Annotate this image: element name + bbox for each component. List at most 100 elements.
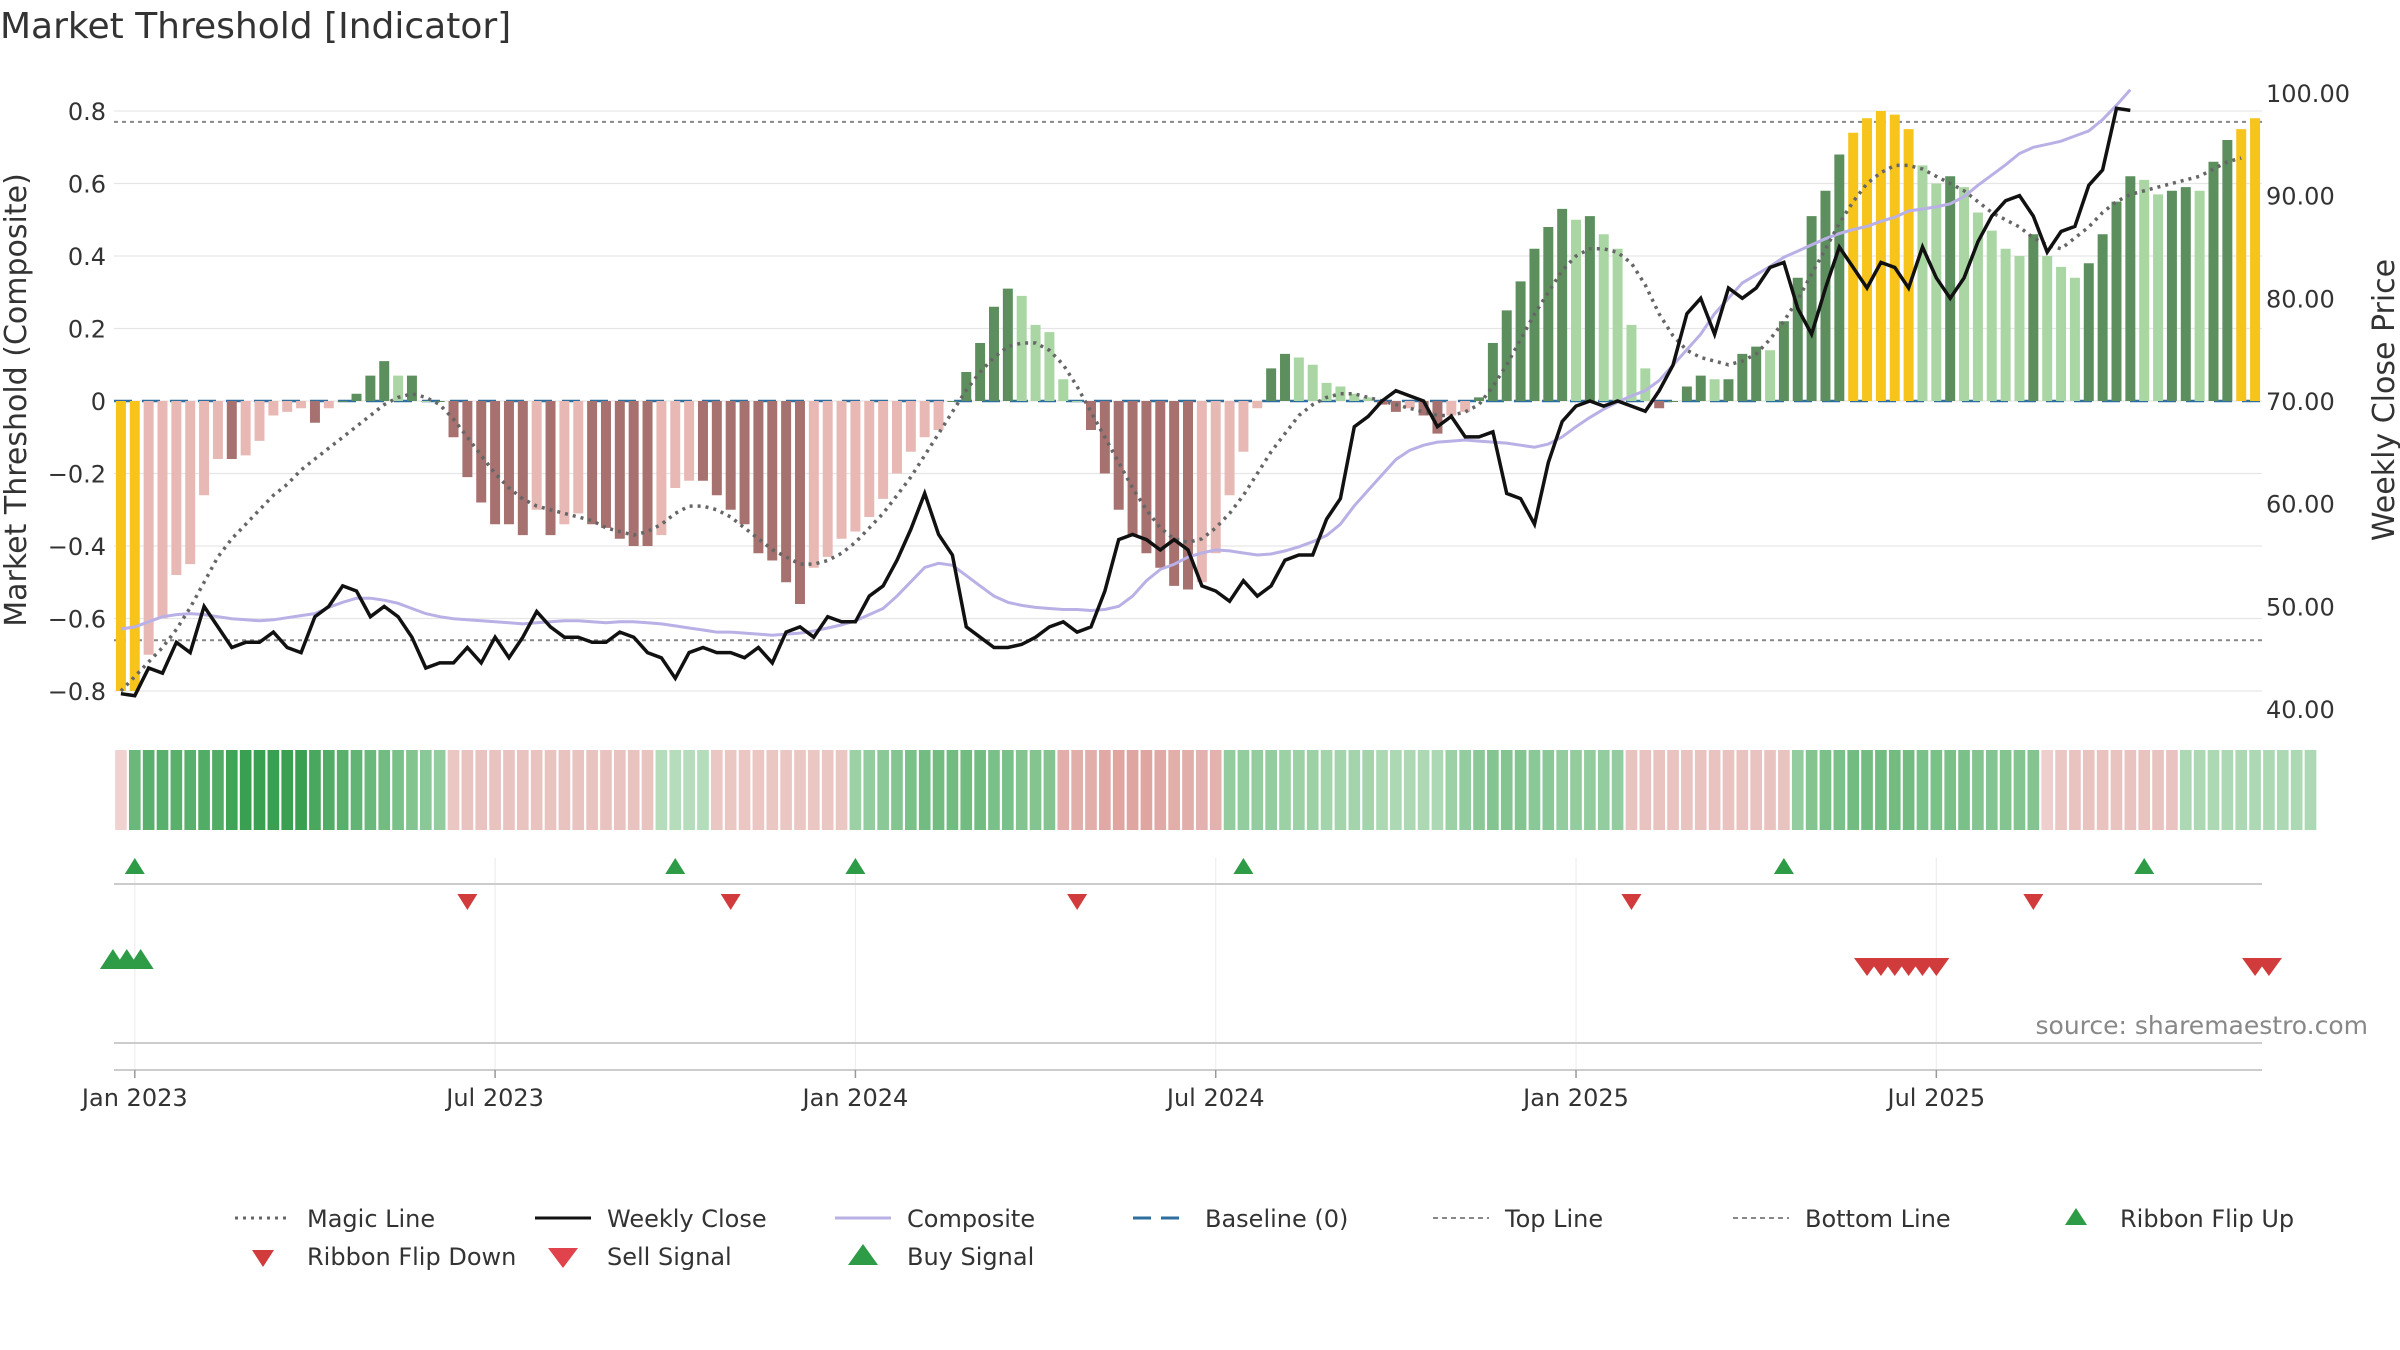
composite-bar [143, 401, 154, 655]
composite-bar [323, 401, 334, 409]
legend-label: Weekly Close [607, 1205, 767, 1233]
chart-title: Market Threshold [Indicator] [0, 6, 511, 47]
legend-item: Sell Signal [548, 1243, 732, 1271]
legend-item: Baseline (0) [1133, 1205, 1348, 1233]
y2-axis-label: Weekly Close Price [2367, 259, 2400, 541]
y-tick-label: −0.4 [48, 533, 106, 561]
composite-bar [1584, 216, 1595, 401]
ribbon-cell [1237, 750, 1250, 830]
series-lines [119, 88, 2242, 698]
ribbon-cell [253, 750, 266, 830]
ribbon-cell [1584, 750, 1596, 830]
ribbon-cell [1015, 750, 1028, 830]
ribbon-cell [1209, 750, 1222, 830]
ribbon-cell [1459, 750, 1471, 830]
ribbon-cell [1916, 750, 1929, 830]
ribbon-cell [1625, 750, 1638, 830]
ribbon-cell [2055, 750, 2067, 830]
composite-bar [1875, 111, 1886, 401]
legend-label: Bottom Line [1805, 1205, 1951, 1233]
ribbon-cell [988, 750, 1000, 830]
ribbon-cell [406, 750, 418, 830]
composite-bar [1571, 219, 1582, 401]
ribbon-cell [932, 750, 945, 830]
composite-bar [1044, 332, 1055, 401]
ribbon-cell [322, 750, 335, 830]
legend-item: Top Line [1433, 1205, 1603, 1233]
ribbon-cell [1750, 750, 1763, 830]
ribbon-cell [295, 750, 307, 830]
ribbon-cell [419, 750, 432, 830]
composite-bar [296, 401, 307, 409]
ribbon-cell [1251, 750, 1264, 830]
ribbon-cell [1265, 750, 1277, 830]
composite-bar [1141, 401, 1152, 554]
composite-bar [545, 401, 556, 536]
composite-bar [2125, 176, 2136, 401]
composite-bar [864, 401, 875, 517]
composite-bar [850, 401, 861, 532]
y-tick-label: 0.6 [68, 171, 106, 199]
composite-bar [2194, 190, 2205, 401]
composite-bar [1778, 321, 1789, 401]
ribbon-cell [891, 750, 903, 830]
legend-swatch [2065, 1208, 2087, 1225]
composite-bar [919, 401, 930, 438]
ribbon-flip-down-marker [2023, 894, 2044, 910]
ribbon-cell [1653, 750, 1665, 830]
composite-bar [531, 401, 542, 510]
ribbon-cell [2082, 750, 2095, 830]
composite-bar [129, 401, 140, 691]
composite-bar [434, 401, 445, 402]
ribbon-flip-down-marker [1067, 894, 1088, 910]
composite-bar [1196, 401, 1207, 583]
composite-bar [1945, 176, 1956, 401]
composite-bar [115, 401, 126, 691]
composite-bar [476, 401, 487, 503]
composite-bar [961, 372, 972, 401]
ribbon-cell [128, 750, 141, 830]
ribbon-cell [1667, 750, 1679, 830]
composite-bar [1169, 401, 1180, 586]
ribbon-cell [225, 750, 238, 830]
composite-bar [171, 401, 182, 575]
ribbon-cell [1029, 750, 1042, 830]
composite-bar [905, 401, 916, 452]
ribbon-cell [1542, 750, 1555, 830]
ribbon-cell [1930, 750, 1943, 830]
composite-bar [739, 401, 750, 525]
composite-bar [1903, 129, 1914, 401]
composite-bar [822, 401, 833, 557]
composite-bar [628, 401, 639, 546]
ribbon-cell [2263, 750, 2275, 830]
legend-item: Weekly Close [535, 1205, 767, 1233]
composite-bar [1016, 295, 1027, 401]
composite-bar [1183, 401, 1193, 590]
composite-bar [2028, 234, 2039, 401]
ribbon-cell [918, 750, 931, 830]
ribbon-cell [198, 750, 210, 830]
composite-bar [2069, 277, 2080, 401]
composite-bar [1543, 227, 1554, 401]
x-axis: Jan 2023 Jul 2023 Jan 2024 Jul 2024 Jan 2025… [80, 1069, 2262, 1112]
ribbon-cell [2027, 750, 2040, 830]
ribbon-cell [239, 750, 252, 830]
ribbon-cell [572, 750, 585, 830]
ribbon-cell [1570, 750, 1582, 830]
ribbon-cell [1390, 750, 1402, 830]
ribbon-cell [281, 750, 294, 830]
ribbon-cell [1085, 750, 1097, 830]
composite-bar [1224, 401, 1235, 496]
composite-bar [1709, 379, 1720, 401]
ribbon-cell [738, 750, 751, 830]
composite-bar [670, 401, 681, 488]
ribbon-cell [600, 750, 612, 830]
legend-item: Ribbon Flip Down [252, 1243, 516, 1271]
composite-bar [767, 401, 778, 561]
composite-bar [1058, 379, 1069, 401]
ribbon-cell [1334, 750, 1347, 830]
ribbon-cell [516, 750, 529, 830]
ribbon-cell [1182, 750, 1194, 830]
ribbon-cell [613, 750, 626, 830]
composite-bar [1806, 216, 1817, 401]
